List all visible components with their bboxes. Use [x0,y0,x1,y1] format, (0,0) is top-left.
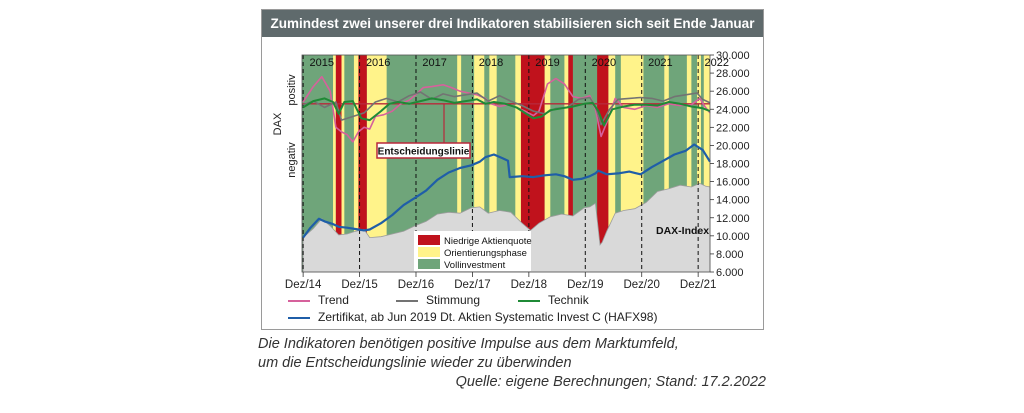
caption: Die Indikatoren benötigen positive Impul… [258,335,778,392]
dax-index-label: DAX-Index [656,225,709,237]
decision-label-box [376,142,471,159]
stimmung-line [302,91,711,126]
zertifikat-line [302,143,711,239]
y-tick-label-4: 22.000 [716,122,750,134]
y-tick-label-6: 18.000 [716,159,750,171]
year-label-4: 2019 [535,57,559,69]
zertifikat-legend-label: Zertifikat, ab Jun 2019 Dt. Aktien Syste… [318,310,658,324]
x-tick-label-2: Dez/16 [398,279,434,291]
y-tick-label-1: 28.000 [716,68,750,80]
axes: 30.000 28.000 26.000 24.000 22.000 20.000 18.0… [285,50,750,291]
trend-legend-label: Trend [318,293,349,307]
y-tick-label-9: 12.000 [716,213,750,225]
phase-band-yellow-9 [515,55,521,272]
x-tick-label-6: Dez/20 [623,279,659,291]
year-label-2: 2017 [422,57,446,69]
phase-band-yellow-11 [544,55,551,272]
technik-legend-line [518,299,540,302]
y-tick-label-11: 8.000 [716,249,744,261]
caption-line-2: um die Entscheidungslinie wieder zu über… [258,355,572,371]
legend-trend: Trend [288,293,349,307]
year-label-3: 2018 [479,57,503,69]
x-tick-label-3: Dez/17 [454,279,490,291]
legend-stimmung: Stimmung [396,293,480,307]
legend-label-yellow: Orientierungsphase [444,248,527,259]
phase-band-red-14 [597,55,609,272]
phase-band-yellow-20 [703,55,710,272]
dax-axis-label: DAX [272,112,284,135]
stimmung-legend-line [396,299,418,302]
x-tick-label-1: Dez/15 [341,279,377,291]
phase-band-yellow-18 [686,55,692,272]
year-label-1: 2016 [366,57,390,69]
legend-swatch-yellow [418,247,440,257]
legend-label-green: Vollinvestment [444,260,506,271]
phase-band-yellow-17 [664,55,669,272]
legend-label-red: Niedrige Aktienquote [444,236,532,247]
trend-legend-line [288,299,310,302]
y-tick-label-2: 26.000 [716,86,750,98]
positive-label: positiv [286,74,298,106]
y-tick-label-7: 16.000 [716,177,750,189]
year-label-7: 2022 [705,57,729,69]
phase-band-yellow-15 [608,55,616,272]
series-lines [302,75,711,239]
phase-band-red-13 [568,55,573,272]
zertifikat-legend-line [288,316,310,319]
trend-line [302,75,711,143]
y-tick-label-8: 14.000 [716,195,750,207]
phase-band-yellow-7 [474,55,485,272]
phase-band-red-1 [335,55,342,272]
chart-labels: DAX positiv negativ Entscheidungslinie D… [272,74,709,271]
y-tick-label-5: 20.000 [716,140,750,152]
year-label-6: 2021 [648,57,672,69]
x-tick-label-0: Dez/14 [285,279,322,291]
phase-band-yellow-8 [489,55,497,272]
technik-line [302,97,711,127]
stimmung-legend-label: Stimmung [426,293,481,307]
caption-line-1: Die Indikatoren benötigen positive Impul… [258,336,679,352]
chart-figure: Zumindest zwei unserer drei Indikatoren … [261,9,764,330]
phase-band-yellow-6 [457,55,462,272]
phase-band-yellow-0 [333,55,336,272]
phase-band-red-10 [520,55,545,272]
legend-technik: Technik [518,293,589,307]
source-note: Quelle: eigene Berechnungen; Stand: 17.2… [455,374,766,390]
legend-swatch-red [418,235,440,245]
x-tick-label-4: Dez/18 [511,279,547,291]
technik-legend-label: Technik [548,293,589,307]
year-divider-lines [302,55,699,272]
y-tick-label-0: 30.000 [716,50,750,62]
y-tick-label-10: 10.000 [716,231,750,243]
chart-title: Zumindest zwei unserer drei Indikatoren … [262,10,763,37]
year-label-5: 2020 [592,57,616,69]
phase-band-yellow-12 [564,55,569,272]
y-tick-label-12: 6.000 [716,267,744,279]
legend-zertifikat: Zertifikat, ab Jun 2019 Dt. Aktien Syste… [288,310,657,324]
decision-line-label: Entscheidungslinie [378,147,470,158]
phase-band-yellow-3 [353,55,359,272]
x-tick-label-7: Dez/21 [680,279,716,291]
legend-swatch-green [418,259,440,269]
x-tick-label-5: Dez/19 [567,279,603,291]
phase-band-red-4 [358,55,367,272]
phase-band-yellow-2 [341,55,345,272]
chart-svg: DAX positiv negativ Entscheidungslinie D… [272,50,750,291]
y-tick-label-3: 24.000 [716,104,750,116]
phase-legend: Niedrige Aktienquote Orientierungsphase … [414,231,532,271]
negative-label: negativ [286,142,298,178]
phase-band-yellow-19 [697,55,701,272]
year-label-0: 2015 [310,57,334,69]
